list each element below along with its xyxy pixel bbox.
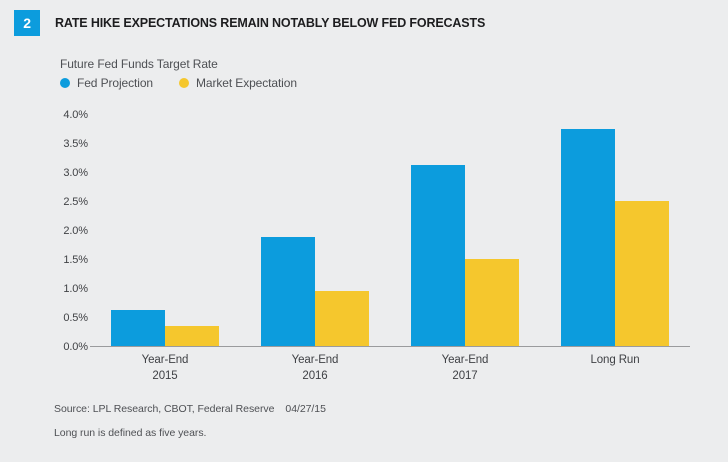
- x-tick-year-end-2016: Year-End 2016: [291, 354, 339, 382]
- figure-number-badge: 2: [14, 10, 40, 36]
- y-tick-3.0: 3.0%: [63, 167, 88, 179]
- legend-item-market-expectation: Market Expectation: [178, 76, 297, 90]
- legend-item-fed-projection: Fed Projection: [60, 76, 153, 90]
- y-tick-0.0: 0.0%: [63, 341, 88, 353]
- legend-dot-fed-projection: [60, 78, 70, 88]
- x-axis-line: [90, 346, 690, 347]
- bar-market-expectation-year-end-2015: [165, 325, 219, 346]
- source-date: 04/27/15: [285, 403, 326, 415]
- bar-group-long-run: [540, 110, 690, 347]
- source-text: Source: LPL Research, CBOT, Federal Rese…: [54, 403, 275, 415]
- legend-dot-market-expectation: [178, 78, 189, 88]
- chart-subtitle: Future Fed Funds Target Rate: [60, 57, 218, 71]
- y-tick-0.5: 0.5%: [63, 312, 88, 324]
- bar-group-year-end-2016: [240, 110, 390, 347]
- x-axis-labels: Year-End 2015 Year-End 2016 Year-End 2017 Long…: [90, 352, 690, 388]
- chart-legend: Fed Projection Market Expectation: [60, 76, 297, 90]
- bar-fed-projection-long-run: [561, 128, 615, 346]
- legend-label: Fed Projection: [77, 76, 153, 90]
- footnote: Long run is defined as five years.: [54, 427, 207, 439]
- x-tick-year-end-2015: Year-End 2015: [141, 354, 189, 382]
- y-tick-3.5: 3.5%: [63, 138, 88, 150]
- y-tick-1.5: 1.5%: [63, 254, 88, 266]
- plot-area: [90, 110, 690, 347]
- figure-title: RATE HIKE EXPECTATIONS REMAIN NOTABLY BE…: [55, 16, 486, 30]
- bar-group-year-end-2017: [390, 110, 540, 347]
- bar-market-expectation-year-end-2016: [315, 290, 369, 346]
- bar-group-year-end-2015: [90, 110, 240, 347]
- y-tick-2.5: 2.5%: [63, 196, 88, 208]
- bar-fed-projection-year-end-2017: [411, 164, 465, 346]
- bar-market-expectation-long-run: [615, 201, 669, 346]
- x-tick-year-end-2017: Year-End 2017: [441, 354, 489, 382]
- source-line: Source: LPL Research, CBOT, Federal Rese…: [54, 403, 326, 415]
- bar-market-expectation-year-end-2017: [465, 259, 519, 346]
- y-tick-2.0: 2.0%: [63, 225, 88, 237]
- y-tick-4.0: 4.0%: [63, 109, 88, 121]
- y-tick-1.0: 1.0%: [63, 283, 88, 295]
- y-axis-labels: 0.0% 0.5% 1.0% 1.5% 2.0% 2.5% 3.0% 3.5% 4.0%: [0, 0, 88, 462]
- bar-fed-projection-year-end-2016: [261, 237, 315, 346]
- x-tick-long-run: Long Run: [590, 354, 640, 366]
- legend-label: Market Expectation: [195, 76, 297, 90]
- bar-fed-projection-year-end-2015: [111, 309, 165, 346]
